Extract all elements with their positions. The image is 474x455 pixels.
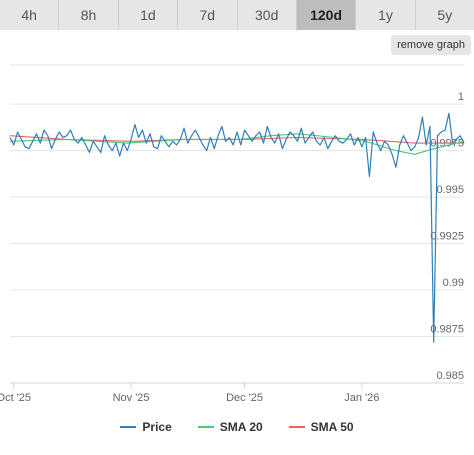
legend-label: SMA 20 <box>219 420 263 434</box>
x-tick-label: Oct '25 <box>0 392 31 404</box>
tab-7d[interactable]: 7d <box>178 0 238 30</box>
legend-swatch-sma50 <box>288 426 305 428</box>
remove-graph-button[interactable]: remove graph <box>391 35 471 55</box>
legend-label: SMA 50 <box>310 420 354 434</box>
x-tick-label: Nov '25 <box>113 392 150 404</box>
y-tick-label: 0.9875 <box>430 324 464 336</box>
chart-legend: Price SMA 20 SMA 50 <box>0 420 474 434</box>
legend-item-price[interactable]: Price <box>120 420 172 434</box>
tab-8h[interactable]: 8h <box>59 0 119 30</box>
x-tick-label: Dec '25 <box>226 392 263 404</box>
y-tick-label: 0.99 <box>443 277 464 289</box>
tab-120d[interactable]: 120d <box>296 0 357 30</box>
y-tick-label: 0.995 <box>436 184 464 196</box>
legend-item-sma50[interactable]: SMA 50 <box>288 420 354 434</box>
legend-label: Price <box>142 420 172 434</box>
tab-30d[interactable]: 30d <box>238 0 297 30</box>
tab-1d[interactable]: 1d <box>119 0 179 30</box>
tab-4h[interactable]: 4h <box>0 0 60 30</box>
series-line-sma20[interactable] <box>9 133 465 155</box>
legend-swatch-sma20 <box>197 426 214 428</box>
y-tick-label: 1 <box>458 91 464 103</box>
tab-5y[interactable]: 5y <box>437 7 453 23</box>
range-tabs: 4h 8h 1d 7d 30d 120d 1y 5y <box>0 0 474 30</box>
legend-swatch-price <box>120 426 137 428</box>
x-tick-label: Jan '26 <box>344 392 379 404</box>
series-line-price[interactable] <box>9 112 465 343</box>
y-tick-label: 0.985 <box>436 370 464 382</box>
tab-1y[interactable]: 1y <box>356 0 416 30</box>
legend-item-sma20[interactable]: SMA 20 <box>197 420 263 434</box>
y-tick-label: 0.9925 <box>430 231 464 243</box>
